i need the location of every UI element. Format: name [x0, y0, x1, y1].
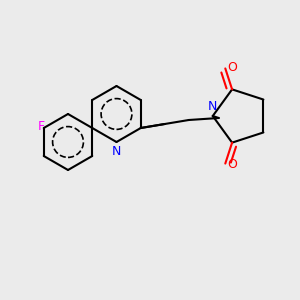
Text: N: N [208, 100, 218, 113]
Text: O: O [227, 61, 237, 74]
Text: N: N [112, 145, 121, 158]
Text: F: F [38, 119, 45, 133]
Text: O: O [227, 158, 237, 171]
